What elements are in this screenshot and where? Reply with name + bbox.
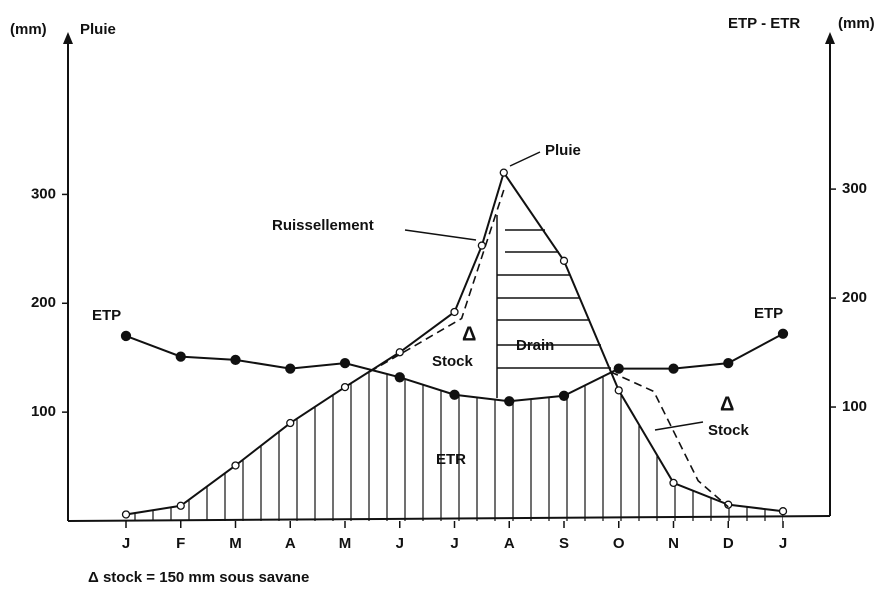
point xyxy=(558,390,570,401)
point xyxy=(669,478,678,488)
y-label: Pluie xyxy=(80,21,116,38)
drain-hatch xyxy=(496,215,611,398)
x-tick-label: A xyxy=(285,535,296,552)
line xyxy=(369,189,505,373)
point xyxy=(286,418,295,428)
point xyxy=(668,363,679,374)
x-tick-label: J xyxy=(450,535,458,552)
footnote: Δ stock = 150 mm sous savane xyxy=(88,569,309,586)
annotation: ETR xyxy=(436,451,466,468)
arrow-line xyxy=(404,229,477,241)
x-tick-label: D xyxy=(723,535,734,552)
point xyxy=(559,256,569,265)
point xyxy=(394,372,405,383)
y2-tick-label: 300 xyxy=(842,180,867,197)
point xyxy=(285,363,296,374)
annotation: Pluie xyxy=(545,142,581,159)
point xyxy=(450,307,459,317)
point xyxy=(231,461,240,470)
point xyxy=(504,396,515,407)
point xyxy=(499,168,508,177)
point xyxy=(230,354,241,366)
y-tick-label: 200 xyxy=(31,294,56,311)
point xyxy=(176,501,185,510)
arrow xyxy=(63,32,73,44)
annotation: ETP xyxy=(92,307,121,324)
point xyxy=(613,363,624,374)
point xyxy=(339,357,351,369)
y2-tick-label: 100 xyxy=(842,398,867,415)
x-tick-label: S xyxy=(559,535,569,552)
point xyxy=(449,389,460,400)
x-tick-label: M xyxy=(229,535,242,552)
point xyxy=(175,351,186,362)
annotation: Δ xyxy=(462,323,476,345)
annotation: Stock xyxy=(708,422,750,439)
annotation: Stock xyxy=(432,353,474,370)
x-tick-label: F xyxy=(176,535,185,552)
y-unit: (mm) xyxy=(10,21,47,38)
point xyxy=(340,382,350,392)
y-tick-label: 100 xyxy=(31,403,56,420)
point xyxy=(120,330,132,342)
arrow-line xyxy=(654,421,704,431)
x-tick-label: N xyxy=(668,535,679,552)
y-tick-label: 300 xyxy=(31,185,56,202)
x-tick-label: M xyxy=(339,535,352,552)
etr-area xyxy=(126,371,783,521)
line xyxy=(125,170,784,516)
x-axis xyxy=(67,515,831,522)
y2-tick-label: 200 xyxy=(842,289,867,306)
annotation: Ruissellement xyxy=(272,217,374,234)
y2-unit: (mm) xyxy=(838,15,875,32)
point xyxy=(395,348,404,357)
y2-label: ETP - ETR xyxy=(728,15,800,32)
arrow-line xyxy=(509,151,541,167)
annotation: Δ xyxy=(720,393,734,415)
point xyxy=(614,386,623,395)
x-tick-label: J xyxy=(779,535,787,552)
annotation: ETP xyxy=(754,305,783,322)
x-tick-label: J xyxy=(396,535,404,552)
x-tick-label: A xyxy=(504,535,515,552)
point xyxy=(121,510,131,519)
point xyxy=(778,507,788,516)
annotation: Drain xyxy=(516,337,554,354)
arrow xyxy=(825,32,835,44)
point xyxy=(723,357,734,369)
x-tick-label: O xyxy=(613,535,625,552)
line xyxy=(610,371,729,508)
x-tick-label: J xyxy=(122,535,130,552)
point xyxy=(777,328,789,339)
point xyxy=(477,241,487,250)
